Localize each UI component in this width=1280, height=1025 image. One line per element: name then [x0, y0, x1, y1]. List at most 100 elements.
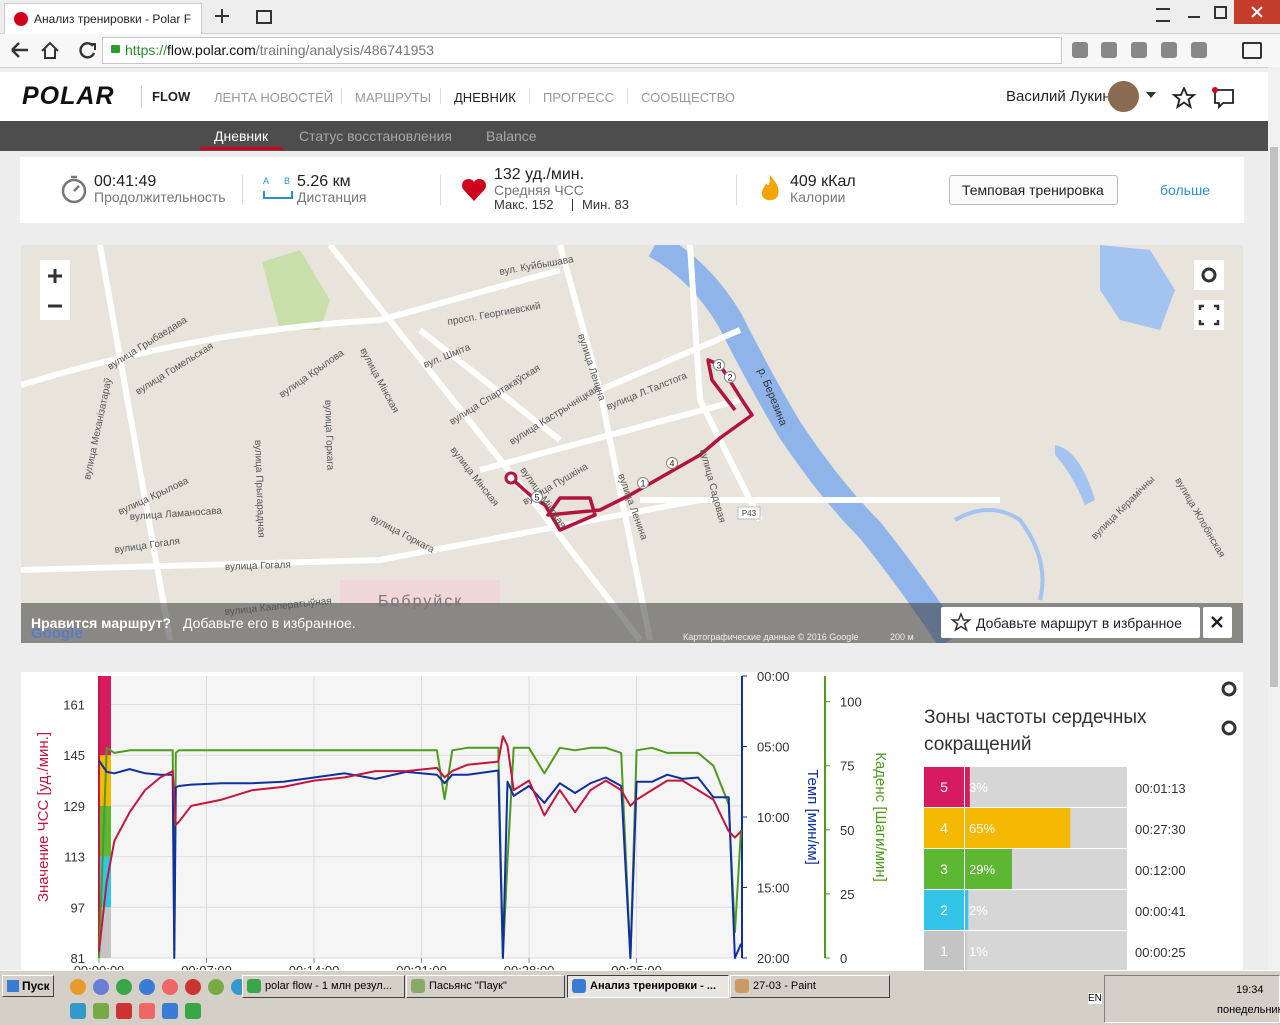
zone-number: 2: [940, 902, 948, 918]
minimize[interactable]: [1188, 16, 1200, 18]
home-button[interactable]: [41, 41, 59, 59]
task-label: Анализ тренировки - ...: [590, 980, 717, 992]
y-tick-label: 129: [63, 799, 85, 814]
flame-icon: [761, 175, 779, 201]
ext-icon[interactable]: [1191, 42, 1207, 58]
tray: 19:34 понедельник: [1104, 975, 1280, 1023]
quick-launch-icon[interactable]: [162, 1003, 178, 1019]
zone-bar: [965, 931, 967, 970]
calories: 409 кКал: [790, 173, 856, 190]
route-marker: [637, 477, 649, 489]
task-button[interactable]: Анализ тренировки - ...: [567, 975, 729, 998]
user-menu-arrow[interactable]: [1146, 92, 1156, 98]
map-fullscreen[interactable]: [1194, 300, 1224, 330]
task-button[interactable]: polar flow - 1 млн резул...: [242, 975, 405, 998]
task-button[interactable]: Пасьянс "Паук": [406, 975, 565, 998]
min-hr: Мин. 83: [582, 197, 629, 212]
quick-launch-icon[interactable]: [70, 979, 86, 995]
add-favorite-button[interactable]: [941, 607, 1200, 638]
quick-launch-icon[interactable]: [139, 1003, 155, 1019]
restore[interactable]: [1214, 6, 1227, 19]
more-link[interactable]: больше: [1160, 182, 1210, 198]
tabs-button[interactable]: [256, 10, 272, 24]
nav-item[interactable]: ЛЕНТА НОВОСТЕЙ: [214, 90, 334, 105]
quick-launch-icon[interactable]: [93, 979, 109, 995]
nav-item[interactable]: СООБЩЕСТВО: [641, 90, 735, 105]
route-marker-label: 5: [534, 493, 539, 503]
scrollbar: [1268, 67, 1280, 970]
y3-axis-title: Каденс [Шаги/мин]: [872, 752, 889, 882]
quick-launch-icon[interactable]: [139, 979, 155, 995]
quick-launch-icon[interactable]: [185, 1003, 201, 1019]
add-favorite-label: Добавьте маршрут в избранное: [976, 615, 1182, 631]
fullscreen-icon: [1198, 304, 1220, 326]
street-label: вулица Горкага: [322, 400, 335, 471]
menu-button[interactable]: [1156, 8, 1170, 22]
scroll-thumb[interactable]: [1270, 147, 1278, 687]
ext-icon[interactable]: [1131, 42, 1147, 58]
subnav-item[interactable]: Статус восстановления: [299, 128, 452, 144]
map-settings[interactable]: [1194, 260, 1224, 290]
reload-button[interactable]: [79, 42, 96, 59]
task-icon: [572, 979, 586, 993]
avatar[interactable]: [1108, 81, 1139, 112]
lock-icon: [111, 45, 120, 53]
close-window[interactable]: [1234, 0, 1280, 24]
y-tick-label: 161: [63, 698, 85, 713]
day: понедельник: [1217, 1004, 1280, 1016]
url-box[interactable]: https://flow.polar.com/training/analysis…: [102, 37, 1062, 64]
notification-dot: [1212, 87, 1218, 93]
nav-item[interactable]: ПРОГРЕСС: [543, 90, 614, 105]
quick-launch-icon[interactable]: [116, 1003, 132, 1019]
quick-launch-icon[interactable]: [116, 979, 132, 995]
ext-icon[interactable]: [1072, 42, 1088, 58]
chat-icon[interactable]: [1242, 42, 1262, 59]
road-sign: [737, 506, 761, 520]
back-button[interactable]: [11, 42, 28, 58]
nav-item[interactable]: ДНЕВНИК: [454, 90, 516, 105]
tab[interactable]: Анализ тренировки - Polar F: [4, 3, 202, 34]
zone-number-box: [924, 767, 964, 807]
start-logo: [7, 980, 19, 992]
divider: [141, 86, 142, 108]
clock: 19:34: [1236, 984, 1264, 996]
y-tick-label: 81: [71, 951, 85, 966]
road-label: P43: [742, 509, 757, 518]
ext-icon[interactable]: [1161, 42, 1177, 58]
quick-launch-icon[interactable]: [70, 1003, 86, 1019]
x-tick-label: 00:21:00: [396, 963, 447, 970]
training-type-button[interactable]: Темповая тренировка: [949, 175, 1118, 205]
icon: [1221, 720, 1237, 736]
zoom-in[interactable]: [48, 269, 62, 283]
quick-launch-icon[interactable]: [208, 979, 224, 995]
quick-launch-icon[interactable]: [185, 979, 201, 995]
start-button[interactable]: Пуск: [2, 975, 54, 997]
chart-fullscreen[interactable]: [1215, 714, 1243, 742]
chart-settings[interactable]: [1215, 675, 1243, 703]
user-name[interactable]: Василий Лукин: [1006, 88, 1111, 105]
duration-label: Продолжительность: [94, 189, 226, 205]
logo[interactable]: POLAR: [22, 82, 115, 110]
task-button[interactable]: 27-03 - Paint: [730, 975, 890, 998]
subnav: Дневник Статус восстановления Balance: [0, 121, 1268, 151]
url: https://flow.polar.com/training/analysis…: [125, 42, 434, 58]
favorites-icon[interactable]: [1171, 87, 1197, 110]
icon: [1221, 681, 1237, 697]
taskbar: Пуск polar flow - 1 млн резул... Пасьянс …: [0, 970, 1280, 1025]
nav-item[interactable]: МАРШРУТЫ: [355, 90, 432, 105]
quick-launch-icon[interactable]: [162, 979, 178, 995]
quick-launch-icon[interactable]: [93, 1003, 109, 1019]
series-line: [98, 735, 742, 952]
zone-percent: 1%: [969, 944, 988, 959]
route-marker: [666, 457, 678, 469]
messages-icon[interactable]: [1214, 89, 1234, 110]
subnav-item[interactable]: Дневник: [214, 128, 269, 144]
duration: 00:41:49: [94, 173, 157, 190]
training-type: Темповая тренировка: [962, 182, 1104, 198]
language[interactable]: EN: [1088, 993, 1102, 1004]
task-label: Пасьянс "Паук": [429, 980, 507, 992]
subnav-item[interactable]: Balance: [486, 128, 537, 144]
ext-icon[interactable]: [1101, 42, 1117, 58]
